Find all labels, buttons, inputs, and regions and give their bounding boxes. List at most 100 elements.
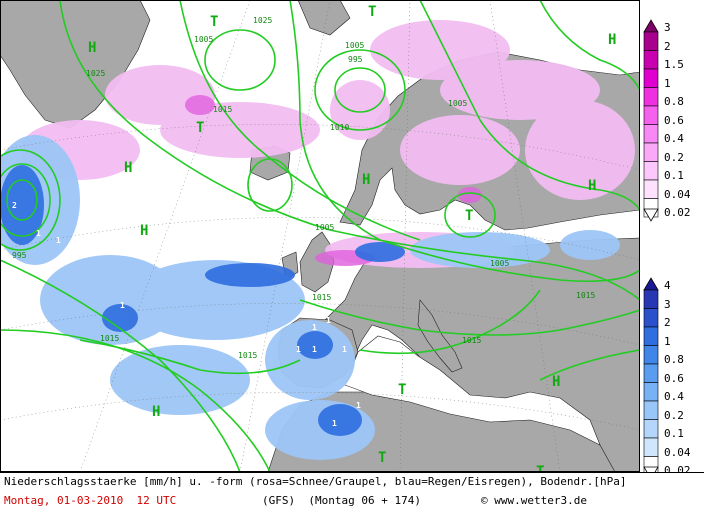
precip-label: 1: [312, 345, 317, 354]
high-marker: H: [552, 374, 560, 390]
scale-label: 0.8: [664, 353, 684, 366]
scale-swatch: [643, 437, 659, 457]
scale-swatch: [643, 105, 659, 125]
scale-swatch: [643, 419, 659, 439]
scale-label: 1: [664, 76, 671, 90]
high-marker: H: [88, 40, 96, 56]
isobar-label: 995: [12, 251, 27, 260]
high-marker: H: [608, 32, 616, 48]
isobar-label: 1015: [213, 105, 232, 114]
italy: [417, 299, 463, 373]
isobar-label: 1015: [100, 334, 119, 343]
scale-swatch: [643, 326, 659, 346]
scale-swatch: [643, 308, 659, 328]
caption-copyright: © www.wetter3.de: [481, 494, 587, 507]
legend-panel: 3 2 1.5 1 0.8 0.6 0.4 0.2 0.1 0.04 0.02 4 3 2 1 0.8 0.6…: [640, 0, 704, 480]
precip-label: 1: [296, 345, 301, 354]
isobar-label: 1005: [448, 99, 467, 108]
isobar-label: 1005: [490, 259, 509, 268]
scale-label: 2: [664, 39, 671, 53]
snow-scale-bar: [643, 19, 659, 222]
scale-label: 0.4: [664, 132, 684, 145]
isobar-label: 1015: [576, 291, 595, 300]
precip-label: 1: [342, 345, 347, 354]
isobar-layer: [0, 0, 640, 472]
trough-marker: T: [210, 14, 218, 30]
precip-label: 1: [120, 301, 125, 310]
scale-swatch: [643, 161, 659, 181]
high-marker: H: [362, 172, 370, 188]
trough-marker: T: [536, 464, 544, 472]
high-marker: H: [588, 178, 596, 194]
isobar-label: 1005: [315, 223, 334, 232]
isobar-label: 1015: [462, 336, 481, 345]
trough-marker: T: [465, 208, 473, 224]
scale-top-arrow: [643, 19, 659, 33]
scale-label: 2: [664, 316, 671, 329]
isobar-label: 1025: [86, 69, 105, 78]
scale-label: 0.2: [664, 408, 684, 422]
caption-model: (GFS) (Montag 06 + 174): [262, 494, 421, 507]
isobar-label: 1015: [312, 293, 331, 302]
isobar-label: 1005: [194, 35, 213, 44]
trough-marker: T: [196, 120, 204, 136]
precip-label: 1: [312, 323, 317, 332]
scale-swatch: [643, 289, 659, 309]
map-frame: [0, 0, 640, 472]
scale-label: 0.4: [664, 390, 684, 403]
scale-swatch: [643, 363, 659, 383]
scale-bottom-arrow: [643, 208, 659, 222]
trough-marker: T: [378, 450, 386, 466]
rain-scale-bar: [643, 277, 659, 480]
isobar-label: 1010: [330, 123, 349, 132]
precip-label: 1: [332, 419, 337, 428]
scale-label: 0.6: [664, 113, 684, 127]
scale-label: 1.5: [664, 58, 684, 71]
scale-label: 0.2: [664, 150, 684, 164]
precip-labels: 2 1 1 1 1 1 1 1 1 1 1 1: [12, 180, 361, 428]
scale-swatch: [643, 345, 659, 365]
trough-marker: T: [368, 4, 376, 20]
map-caption: Niederschlagsstaerke [mm/h] u. -form (ro…: [0, 472, 704, 513]
snow-precip-layer: [20, 20, 635, 268]
svalbard: [297, 0, 351, 36]
precip-label: 1: [326, 316, 331, 325]
scale-swatch: [643, 124, 659, 144]
scale-label: 0.8: [664, 95, 684, 108]
caption-date: Montag, 01-03-2010 12 UTC: [4, 494, 177, 507]
precip-label: 1: [356, 401, 361, 410]
scale-label: 0.6: [664, 371, 684, 385]
scale-swatch: [643, 87, 659, 107]
scale-swatch: [643, 142, 659, 162]
trough-marker: T: [398, 382, 406, 398]
precip-label: 1: [56, 236, 61, 245]
precip-label: 1: [36, 229, 41, 238]
rain-precip-heavy: [0, 165, 405, 436]
graticule: [0, 0, 640, 472]
mediterranean-sea: [344, 335, 601, 446]
greenland: [0, 0, 151, 129]
scale-swatch: [643, 31, 659, 51]
scale-label: 0.02: [664, 464, 691, 477]
precip-label: 1: [236, 180, 241, 189]
scale-label: 4: [664, 279, 671, 292]
caption-description: Niederschlagsstaerke [mm/h] u. -form (ro…: [4, 475, 627, 488]
scale-label: 0.1: [664, 169, 684, 182]
scale-swatch: [643, 400, 659, 420]
scale-label: 0.04: [664, 187, 691, 201]
scale-top-arrow: [643, 277, 659, 291]
scale-swatch: [643, 50, 659, 70]
high-marker: H: [140, 223, 148, 239]
high-marker: H: [124, 160, 132, 176]
scale-label: 3: [664, 21, 671, 34]
scale-swatch: [643, 382, 659, 402]
isobar-label: 1025: [253, 16, 272, 25]
isobar-labels: 1025 1005 1005 995 1015 1010 1005 995 10…: [12, 16, 595, 360]
scale-swatch: [643, 68, 659, 88]
precip-label: 2: [12, 201, 17, 210]
scale-label: 0.04: [664, 445, 691, 459]
precipitation-map: 1025 1005 1005 995 1015 1010 1005 995 10…: [0, 0, 640, 472]
isobar-label: 995: [348, 55, 363, 64]
isobar-label: 1005: [345, 41, 364, 50]
